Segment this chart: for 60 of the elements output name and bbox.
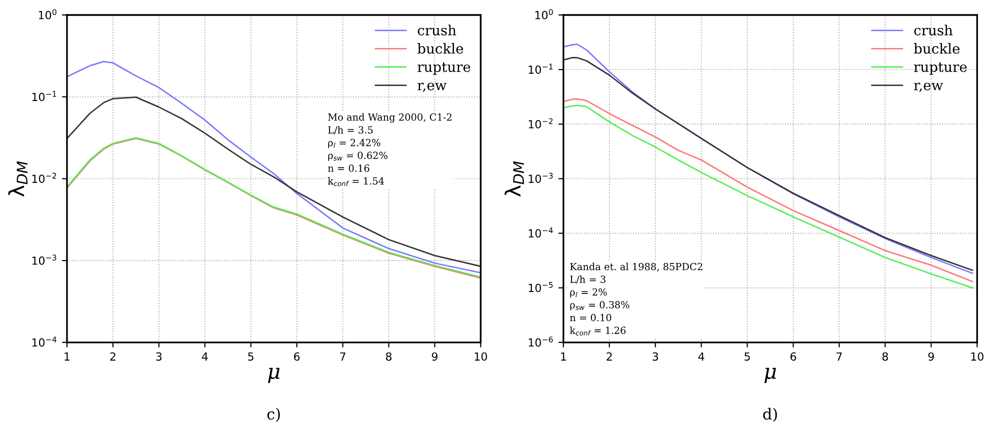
- x-tick-label: 10: [971, 352, 984, 361]
- y-tick-label: 10$^{−2}$: [32, 172, 56, 183]
- legend-label: buckle: [914, 43, 960, 54]
- x-tick-label: 1: [561, 352, 566, 361]
- x-tick-label: 4: [202, 352, 208, 361]
- text: c): [267, 408, 280, 422]
- x-tick-label: 6: [790, 352, 796, 361]
- annotation: n = 0.10: [570, 314, 612, 322]
- y-axis-title: λ$_{DM}$: [504, 161, 524, 197]
- y-tick-label: 10$^{−4}$: [528, 227, 553, 238]
- y-axis-title: λ$_{DM}$: [8, 161, 28, 197]
- y-tick-label: 10$^{−1}$: [32, 91, 56, 102]
- y-tick-label: 10$^{−2}$: [528, 118, 553, 128]
- y-tick-label: 10$^{−3}$: [528, 172, 553, 183]
- legend-label: crush: [914, 24, 953, 36]
- y-tick-label: 10$^{0}$: [38, 9, 56, 20]
- text: d): [763, 408, 777, 422]
- annotation: Mo and Wang 2000, C1-2: [328, 113, 452, 123]
- y-tick-label: 10$^{−3}$: [32, 254, 56, 265]
- legend-label: r,ew: [914, 82, 943, 92]
- x-tick-label: 10: [474, 352, 488, 361]
- y-tick-label: 10$^{−5}$: [528, 282, 553, 292]
- x-tick-label: 3: [156, 352, 162, 361]
- annotation: L/h = 3: [570, 275, 606, 284]
- line-series: [66, 60, 481, 274]
- annotation: k$_{conf}$ = 1.26: [570, 326, 626, 336]
- annotation: L/h = 3.5: [328, 126, 373, 134]
- annotation: ρ$_{l}$ = 2%: [570, 288, 607, 298]
- x-tick-label: 8: [386, 352, 392, 361]
- annotation: Kanda et. al 1988, 85PDC2: [570, 262, 702, 272]
- legend-label: crush: [418, 24, 456, 36]
- x-tick-label: 5: [248, 352, 254, 361]
- x-tick-label: 6: [294, 352, 300, 361]
- x-axis-title: μ: [268, 368, 280, 384]
- annotation: n = 0.16: [328, 164, 370, 172]
- y-tick-label: 10$^{−6}$: [528, 336, 553, 347]
- x-tick-label: 4: [698, 352, 704, 361]
- legend-label: rupture: [914, 62, 967, 75]
- x-tick-label: 1: [64, 352, 70, 361]
- annotation: k$_{conf}$ = 1.54: [328, 177, 384, 186]
- line-series: [66, 96, 481, 268]
- y-tick-label: 10$^{−1}$: [528, 64, 553, 74]
- x-axis-title: μ: [764, 368, 776, 384]
- x-tick-label: 9: [432, 352, 438, 361]
- y-tick-label: 10$^{0}$: [535, 9, 553, 20]
- legend-label: rupture: [418, 62, 470, 75]
- x-tick-label: 7: [836, 352, 842, 361]
- x-tick-label: 9: [928, 352, 934, 361]
- x-tick-label: 7: [340, 352, 346, 361]
- x-tick-label: 5: [744, 352, 750, 361]
- legend-label: buckle: [417, 43, 464, 54]
- annotation: ρ$_{l}$ = 2.42%: [328, 138, 380, 148]
- y-tick-label: 10$^{−4}$: [32, 336, 56, 347]
- annotation: ρ$_{sw}$ = 0.38%: [570, 301, 630, 310]
- legend-label: r,ew: [418, 82, 447, 92]
- annotation: ρ$_{sw}$ = 0.62%: [328, 152, 388, 161]
- x-tick-label: 8: [882, 352, 888, 361]
- x-tick-label: 3: [652, 352, 658, 361]
- x-tick-label: 2: [606, 352, 612, 361]
- x-tick-label: 2: [110, 352, 116, 361]
